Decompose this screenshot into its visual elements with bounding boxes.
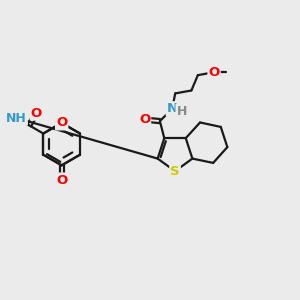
Text: O: O bbox=[56, 173, 67, 187]
Text: H: H bbox=[176, 105, 187, 118]
Text: N: N bbox=[167, 102, 178, 115]
Text: S: S bbox=[170, 165, 180, 178]
Text: O: O bbox=[31, 107, 42, 120]
Text: O: O bbox=[139, 113, 150, 126]
Text: O: O bbox=[208, 66, 220, 79]
Text: O: O bbox=[56, 116, 67, 129]
Text: NH: NH bbox=[6, 112, 27, 124]
